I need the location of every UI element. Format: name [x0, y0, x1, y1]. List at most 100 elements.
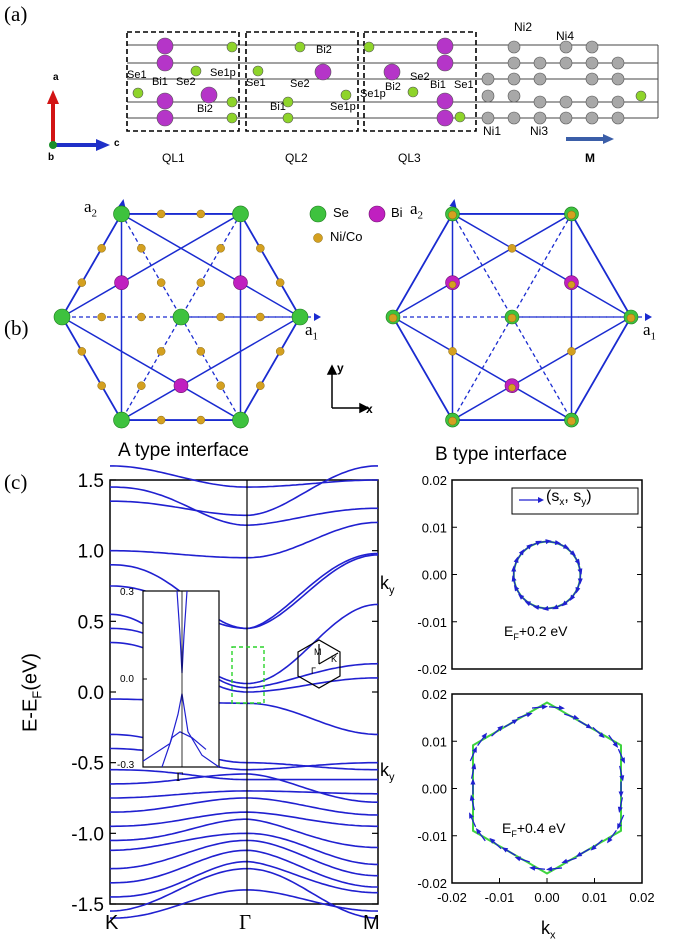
inset-tick-label: -0.3 [117, 760, 135, 771]
spin-arrowhead [470, 778, 476, 785]
xy-axes [326, 364, 370, 414]
nico-atom [256, 244, 265, 253]
atom [436, 37, 454, 55]
atom-label: Bi1 [152, 76, 168, 88]
spin-arrowhead [514, 856, 522, 862]
band-ytick-label: 0.5 [78, 612, 104, 633]
nico-atom [156, 347, 166, 356]
spin-ytick-label: 0.02 [422, 687, 447, 702]
band-ytick-label: 1.5 [78, 471, 104, 492]
se-atom [172, 308, 190, 326]
nico-atom [256, 381, 265, 390]
bi-atom [233, 275, 248, 290]
a2-arrowhead [449, 198, 457, 208]
nico-atom [77, 347, 87, 356]
a2-right-label: a2 [410, 199, 424, 222]
band-ytick-label: 1.0 [78, 542, 104, 563]
atom [533, 56, 547, 70]
spin-arrowhead [511, 575, 517, 582]
spin-arrowhead [546, 866, 553, 872]
atom [533, 111, 547, 125]
nico-atom [256, 312, 265, 322]
atom [481, 89, 495, 103]
spin-arrowhead [518, 593, 525, 600]
legend-nico-swatch [313, 233, 323, 243]
nico-atom [567, 416, 576, 426]
atom [436, 109, 454, 127]
spin-arrowhead [561, 858, 568, 864]
band-ytick-label: 0.0 [78, 683, 104, 704]
ql1-label: QL1 [162, 151, 185, 165]
inset-gamma-label: Γ [176, 769, 184, 784]
atom [407, 86, 419, 98]
inset-band [161, 731, 207, 768]
brillouin-zone-icon [297, 639, 341, 689]
spin-arrowhead [526, 543, 533, 550]
atom-label: Se1 [246, 77, 266, 89]
spin-arrowhead [575, 851, 583, 857]
triangle-edge [61, 213, 241, 318]
atom-label: Se2 [176, 76, 196, 88]
nico-atom [156, 278, 166, 287]
se-atom [232, 205, 249, 223]
nico-atom [196, 415, 206, 425]
spin-arrowhead [501, 847, 509, 853]
spin-arrowhead [475, 827, 482, 835]
triangle-edge [121, 316, 301, 421]
atom-label: Se1p [330, 101, 356, 113]
triangle-edge [392, 213, 572, 318]
spin-ytick-label: 0.00 [422, 782, 447, 797]
atom-label: Bi2 [316, 44, 332, 56]
atom [559, 95, 573, 109]
atom-label: Se2 [290, 78, 310, 90]
spin-ytick-label: -0.02 [417, 662, 447, 677]
atom [559, 40, 573, 54]
spin-arrowhead [562, 543, 570, 549]
atom [585, 95, 599, 109]
spin-arrowhead [471, 762, 477, 770]
se-atom [232, 411, 249, 429]
kpoint-Gamma: Γ [239, 910, 252, 934]
nico-atom [507, 244, 517, 253]
axis-b-label: b [48, 152, 55, 163]
spin-arrowhead [569, 550, 576, 557]
spin-arrowhead [552, 604, 559, 610]
atom [507, 89, 521, 103]
nico-atom [275, 278, 285, 287]
atom [252, 65, 264, 77]
spin-arrowhead [572, 714, 580, 720]
spin-legend-text: (sx, sy) [546, 488, 592, 509]
spin-arrowhead [620, 757, 625, 764]
x-axis-label: x [366, 402, 373, 416]
nico-atom [156, 209, 166, 219]
spin-arrowhead [618, 791, 624, 798]
spin-arrowhead [518, 549, 525, 556]
spin-ytick-label: -0.01 [417, 829, 447, 844]
axis-a-label: a [53, 72, 59, 83]
nico-atom [97, 381, 106, 390]
atom [200, 86, 218, 104]
atom [454, 111, 466, 123]
ql2-box [245, 31, 359, 132]
spin-arrowhead [532, 604, 540, 610]
kpoint-M: M [363, 912, 380, 934]
spin-arrowhead [541, 704, 548, 710]
a-type-heading: A type interface [118, 440, 249, 461]
spin-legend-frame [511, 487, 639, 515]
nico-atom [77, 278, 87, 287]
spin-arrowhead [524, 601, 532, 607]
bz-label-Gamma: Γ [311, 666, 316, 676]
spin-ytick-label: 0.01 [422, 520, 447, 535]
spin-annotation-top: EF+0.2 eV [504, 623, 568, 642]
atom-label: Ni2 [514, 20, 533, 34]
atom [314, 63, 332, 81]
spin-xtick-label: -0.02 [437, 890, 467, 905]
spin-arrowhead [590, 844, 597, 851]
atom [507, 40, 521, 54]
y-axis-label: y [337, 361, 344, 375]
spin-arrowhead [481, 732, 488, 739]
triangle-edge [61, 316, 241, 421]
ql1-box [126, 31, 240, 132]
atom [282, 96, 294, 108]
